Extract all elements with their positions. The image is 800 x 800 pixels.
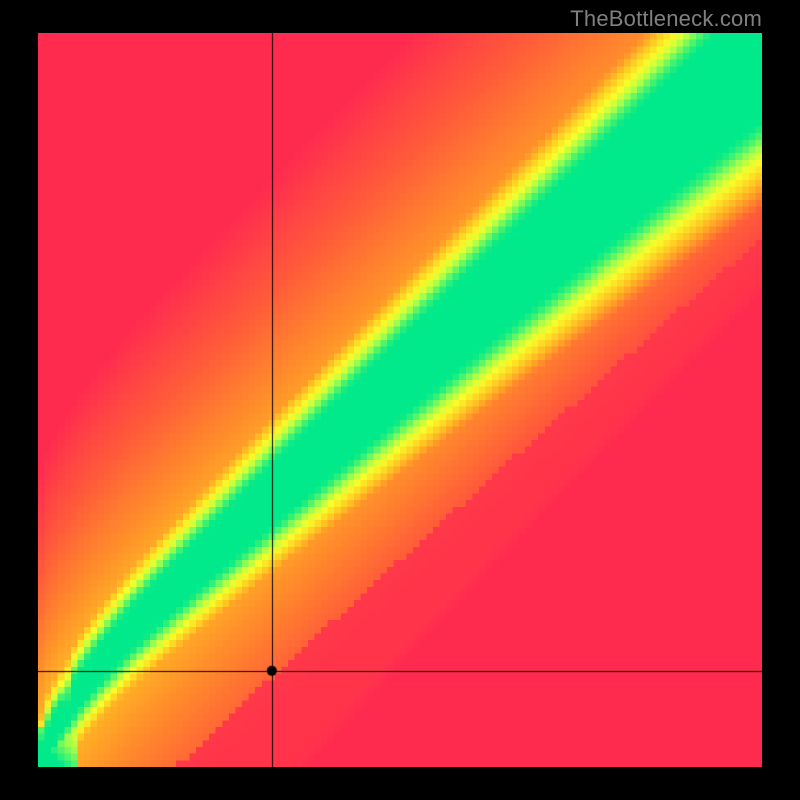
watermark-text: TheBottleneck.com xyxy=(570,6,762,32)
overlay-canvas xyxy=(38,33,762,767)
image-frame: TheBottleneck.com xyxy=(0,0,800,800)
